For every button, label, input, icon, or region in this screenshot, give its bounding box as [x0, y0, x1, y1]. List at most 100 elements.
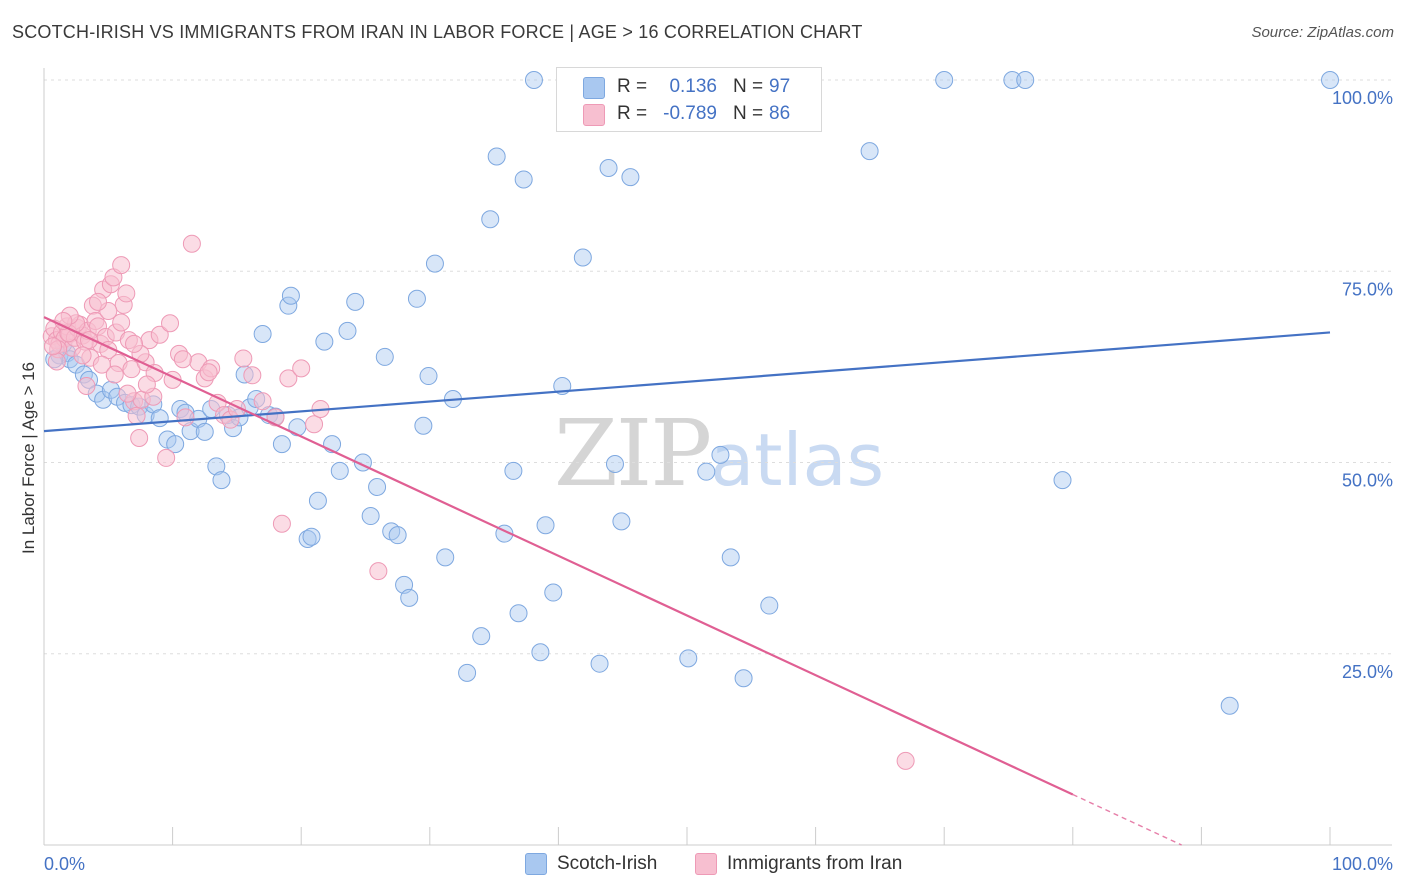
- data-point-iran: [199, 363, 218, 382]
- data-point-scotch-irish: [375, 347, 394, 366]
- data-point-scotch-irish: [544, 583, 563, 602]
- data-point-scotch-irish: [590, 654, 609, 673]
- data-point-scotch-irish: [481, 210, 500, 229]
- data-point-scotch-irish: [400, 588, 419, 607]
- data-point-iran: [182, 234, 201, 253]
- data-point-scotch-irish: [472, 627, 491, 646]
- data-point-scotch-irish: [721, 548, 740, 567]
- data-point-iran: [105, 365, 124, 384]
- data-point-scotch-irish: [425, 254, 444, 273]
- legend-swatch-pink: [695, 853, 717, 875]
- legend-swatch-blue: [525, 853, 547, 875]
- data-point-scotch-irish: [212, 471, 231, 490]
- data-point-scotch-irish: [621, 168, 640, 187]
- legend-r-label: R =: [617, 76, 648, 97]
- data-point-scotch-irish: [531, 643, 550, 662]
- data-point-iran: [157, 448, 176, 467]
- data-point-scotch-irish: [1321, 71, 1339, 89]
- data-point-scotch-irish: [94, 390, 113, 409]
- data-point-scotch-irish: [308, 491, 327, 510]
- legend-swatch-blue: [583, 77, 605, 99]
- data-point-iran: [161, 314, 180, 333]
- data-point-scotch-irish: [536, 516, 555, 535]
- data-point-iran: [130, 429, 149, 448]
- data-point-iran: [92, 355, 111, 374]
- data-point-scotch-irish: [315, 332, 334, 351]
- data-point-iran: [127, 406, 146, 425]
- data-point-scotch-irish: [935, 71, 954, 89]
- correlation-legend: R = 0.136 N = 97 R = -0.789 N = 86: [556, 67, 822, 132]
- data-point-scotch-irish: [253, 324, 272, 343]
- data-point-scotch-irish: [414, 416, 433, 435]
- data-point-scotch-irish: [272, 435, 291, 454]
- data-point-scotch-irish: [514, 170, 533, 189]
- data-point-scotch-irish: [697, 462, 716, 481]
- watermark-zip: ZIP: [554, 400, 712, 507]
- data-point-scotch-irish: [1003, 71, 1022, 89]
- x-tick-label-min: 0.0%: [44, 854, 85, 874]
- legend-label-iran: Immigrants from Iran: [727, 853, 903, 874]
- data-point-scotch-irish: [346, 292, 365, 311]
- data-point-iran: [125, 334, 144, 353]
- legend-label-scotch-irish: Scotch-Irish: [557, 853, 658, 874]
- legend-n-value: 97: [769, 76, 791, 97]
- legend-swatch-pink: [583, 104, 605, 126]
- trend-line-scotch-irish: [43, 331, 1331, 433]
- data-point-scotch-irish: [1053, 471, 1072, 490]
- data-point-scotch-irish: [760, 596, 779, 615]
- data-point-scotch-irish: [195, 422, 214, 441]
- data-point-iran: [253, 392, 272, 411]
- data-point-scotch-irish: [407, 289, 426, 308]
- data-point-iran: [112, 256, 131, 275]
- legend-n-label: N =: [733, 76, 764, 97]
- data-point-iran: [137, 375, 156, 394]
- tick-labels: 25.0% 50.0% 75.0% 100.0% 0.0% 100.0%: [44, 88, 1393, 874]
- trend-lines: [43, 316, 1331, 846]
- data-point-scotch-irish: [524, 71, 543, 89]
- data-point-scotch-irish: [734, 669, 753, 688]
- data-point-scotch-irish: [288, 418, 307, 437]
- data-point-scotch-irish: [487, 147, 506, 166]
- data-point-iran: [112, 313, 131, 332]
- data-point-iran: [266, 408, 285, 427]
- data-point-iran: [73, 346, 92, 365]
- data-point-scotch-irish: [504, 461, 523, 480]
- data-point-iran: [369, 562, 388, 581]
- data-point-scotch-irish: [388, 526, 407, 545]
- data-point-scotch-irish: [612, 512, 631, 531]
- y-axis-label: In Labor Force | Age > 16: [19, 362, 38, 554]
- y-tick-label: 25.0%: [1342, 662, 1393, 682]
- data-point-scotch-irish: [150, 409, 169, 428]
- data-point-iran: [272, 514, 291, 533]
- data-point-scotch-irish: [436, 548, 455, 567]
- data-point-iran: [89, 292, 108, 311]
- chart-title: SCOTCH-IRISH VS IMMIGRANTS FROM IRAN IN …: [12, 22, 863, 42]
- data-point-iran: [173, 350, 192, 369]
- data-point-iran: [176, 408, 195, 427]
- trend-line-iran-extension: [1072, 793, 1182, 846]
- legend-r-value: -0.789: [663, 103, 717, 124]
- data-point-iran: [118, 384, 137, 403]
- data-point-scotch-irish: [419, 367, 438, 386]
- data-point-scotch-irish: [281, 286, 300, 305]
- data-point-scotch-irish: [509, 604, 528, 623]
- iran-points: [42, 234, 915, 770]
- data-point-iran: [234, 349, 253, 368]
- data-point-iran: [243, 366, 262, 385]
- legend-n-value: 86: [769, 103, 791, 124]
- data-point-scotch-irish: [1016, 71, 1035, 89]
- data-point-scotch-irish: [302, 527, 321, 546]
- data-point-iran: [77, 377, 96, 395]
- source-label: Source: ZipAtlas.com: [1251, 24, 1394, 41]
- data-point-iran: [47, 352, 66, 371]
- data-point-iran: [305, 415, 324, 434]
- data-point-scotch-irish: [1220, 696, 1239, 715]
- data-point-scotch-irish: [711, 445, 730, 464]
- legend-n-label: N =: [733, 103, 764, 124]
- legend-row-scotch-irish: R = 0.136 N = 97: [557, 74, 821, 100]
- trend-line-iran: [43, 316, 1074, 796]
- data-point-scotch-irish: [599, 158, 618, 177]
- watermark-atlas: atlas: [710, 418, 885, 502]
- data-point-scotch-irish: [605, 455, 624, 474]
